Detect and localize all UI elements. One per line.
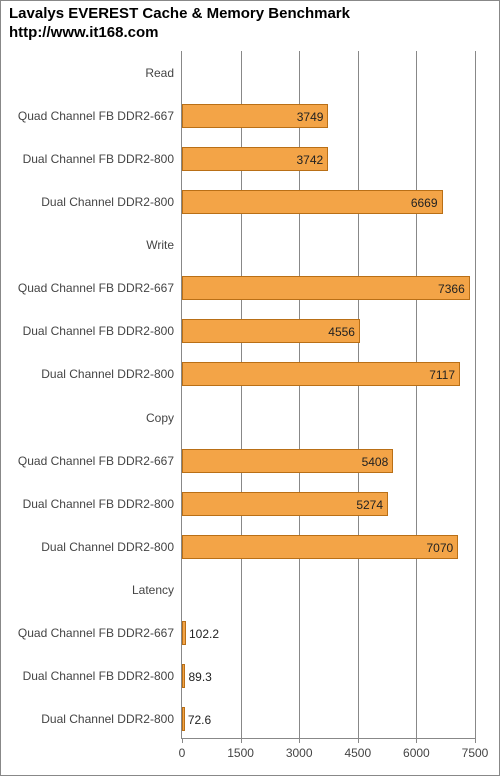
chart-title-line2: http://www.it168.com	[9, 24, 491, 43]
chart-title-line1: Lavalys EVEREST Cache & Memory Benchmark	[9, 5, 491, 24]
bar-row: Dual Channel FB DDR2-8004556	[182, 319, 475, 343]
chart-container: 015003000450060007500ReadQuad Channel FB…	[1, 51, 499, 775]
bar-row: Dual Channel FB DDR2-8005274	[182, 492, 475, 516]
group-label: Write	[4, 233, 182, 257]
x-axis-label: 0	[179, 746, 186, 760]
bar-value: 7117	[429, 363, 455, 387]
bar: 102.2	[182, 621, 186, 645]
x-tick	[241, 738, 242, 743]
bar-row: Quad Channel FB DDR2-667102.2	[182, 621, 475, 645]
bar-row: Quad Channel FB DDR2-6677366	[182, 276, 475, 300]
bar: 89.3	[182, 664, 185, 688]
x-tick	[416, 738, 417, 743]
bar-value: 89.3	[184, 665, 211, 689]
x-axis-label: 3000	[286, 746, 313, 760]
bar-row: Dual Channel DDR2-8006669	[182, 190, 475, 214]
bar-label: Quad Channel FB DDR2-667	[4, 621, 182, 645]
gridline	[475, 51, 476, 738]
bar: 7117	[182, 362, 460, 386]
x-tick	[475, 738, 476, 743]
bar-label: Quad Channel FB DDR2-667	[4, 104, 182, 128]
bar: 6669	[182, 190, 443, 214]
x-axis-label: 4500	[344, 746, 371, 760]
group-header-row: Read	[182, 61, 475, 85]
chart-title: Lavalys EVEREST Cache & Memory Benchmark…	[1, 1, 499, 43]
bar-row: Dual Channel DDR2-80072.6	[182, 707, 475, 731]
bar-row: Dual Channel DDR2-8007070	[182, 535, 475, 559]
x-axis-label: 1500	[227, 746, 254, 760]
bar-value: 7366	[438, 277, 465, 301]
group-header-row: Latency	[182, 578, 475, 602]
bar-row: Dual Channel FB DDR2-80089.3	[182, 664, 475, 688]
group-label: Latency	[4, 578, 182, 602]
bar-label: Dual Channel DDR2-800	[4, 190, 182, 214]
bar-value: 72.6	[184, 708, 211, 732]
bar: 7070	[182, 535, 458, 559]
bar-label: Dual Channel DDR2-800	[4, 535, 182, 559]
plot-area: 015003000450060007500ReadQuad Channel FB…	[181, 51, 475, 739]
bar: 3749	[182, 104, 328, 128]
bar-label: Dual Channel FB DDR2-800	[4, 664, 182, 688]
bar: 7366	[182, 276, 470, 300]
x-tick	[182, 738, 183, 743]
x-tick	[299, 738, 300, 743]
bar-row: Quad Channel FB DDR2-6673749	[182, 104, 475, 128]
bar-value: 102.2	[185, 622, 219, 646]
bar-value: 5274	[356, 493, 383, 517]
bar-row: Quad Channel FB DDR2-6675408	[182, 449, 475, 473]
group-label: Read	[4, 61, 182, 85]
bar-label: Dual Channel FB DDR2-800	[4, 319, 182, 343]
bar-label: Quad Channel FB DDR2-667	[4, 276, 182, 300]
bar-label: Dual Channel FB DDR2-800	[4, 492, 182, 516]
bar: 4556	[182, 319, 360, 343]
group-header-row: Copy	[182, 406, 475, 430]
bar: 3742	[182, 147, 328, 171]
bar-label: Dual Channel DDR2-800	[4, 707, 182, 731]
bar-value: 3742	[296, 148, 323, 172]
bar-label: Dual Channel DDR2-800	[4, 362, 182, 386]
bar-value: 3749	[297, 105, 324, 129]
bar-row: Dual Channel FB DDR2-8003742	[182, 147, 475, 171]
bar-row: Dual Channel DDR2-8007117	[182, 362, 475, 386]
bar-value: 7070	[426, 536, 453, 560]
bar-value: 4556	[328, 320, 355, 344]
bar: 5408	[182, 449, 393, 473]
x-axis-label: 6000	[403, 746, 430, 760]
bar-label: Quad Channel FB DDR2-667	[4, 449, 182, 473]
x-tick	[358, 738, 359, 743]
x-axis-label: 7500	[462, 746, 489, 760]
bar: 72.6	[182, 707, 185, 731]
bar-value: 5408	[362, 450, 389, 474]
bar-label: Dual Channel FB DDR2-800	[4, 147, 182, 171]
group-label: Copy	[4, 406, 182, 430]
bar-value: 6669	[411, 191, 438, 215]
group-header-row: Write	[182, 233, 475, 257]
bar: 5274	[182, 492, 388, 516]
